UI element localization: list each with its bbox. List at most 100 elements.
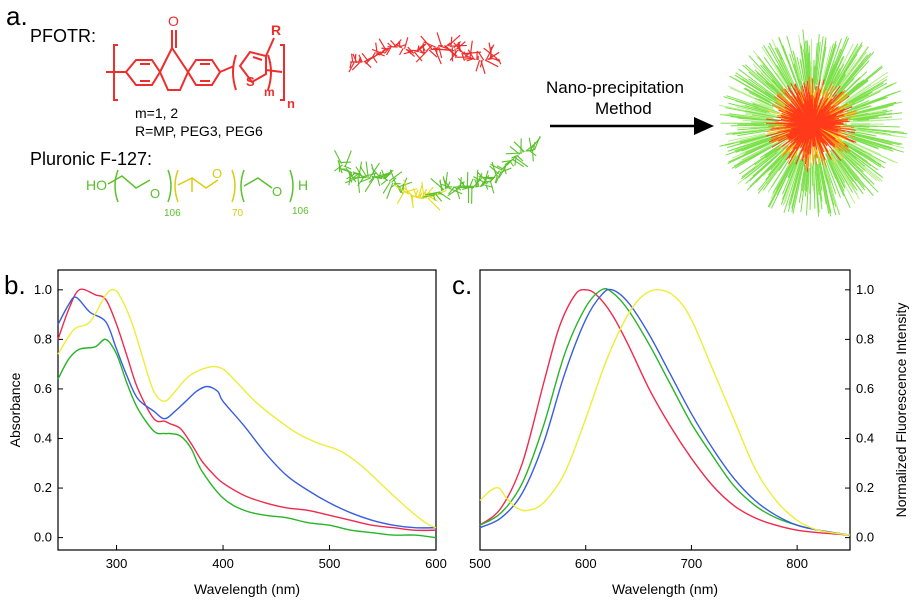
micelle-shell-strand — [768, 151, 789, 176]
chain-stroke — [403, 50, 413, 55]
chain-stroke — [494, 175, 499, 184]
chain-stroke — [359, 177, 371, 183]
chain-stroke — [481, 180, 492, 184]
micelle-core-strand — [783, 123, 812, 126]
micelle-shell-strand — [752, 90, 772, 102]
micelle-shell-strand — [776, 155, 797, 196]
micelle-shell-strand — [732, 131, 779, 144]
micelle-shell-strand — [744, 64, 778, 94]
micelle-shell-strand — [821, 38, 843, 94]
micelle-shell-strand — [846, 106, 889, 117]
chain-stroke — [509, 161, 515, 167]
chart-c-plot: 500 600 700 800 0.0 0.2 0.4 0.6 0.8 1.0 — [469, 282, 874, 571]
micelle-shell-strand — [766, 150, 787, 173]
thiophene-sulfur: S — [246, 74, 255, 89]
micelle-shell-strand — [757, 160, 783, 191]
pfotr-label: PFOTR: — [30, 26, 96, 46]
micelle-shell-strand — [735, 106, 776, 117]
micelle-shell-strand — [832, 46, 859, 89]
micelle-shell-strand — [793, 58, 801, 80]
micelle-shell-strand — [815, 161, 823, 210]
chain-stroke — [505, 152, 523, 155]
micelle-shell-strand — [822, 169, 827, 183]
micelle-shell-strand — [822, 64, 835, 95]
micelle-shell-strand — [728, 127, 779, 134]
micelle-shell-strand — [853, 116, 893, 121]
panel-b-label: b. — [4, 270, 26, 300]
micelle-shell-strand — [805, 64, 808, 79]
chain-stroke — [365, 161, 369, 178]
chain-stroke — [531, 149, 534, 162]
pluronic-ho: HO — [86, 177, 107, 193]
micelle-shell-strand — [766, 157, 787, 185]
chain-stroke — [348, 62, 355, 73]
micelle-illustration — [718, 29, 908, 217]
chain-stroke — [498, 58, 502, 65]
micelle-core-strand — [807, 112, 812, 122]
micelle-shell-strand — [833, 163, 856, 204]
chain-stroke — [364, 61, 372, 69]
substituent-r: R — [271, 22, 281, 38]
micelle-shell-strand — [754, 148, 777, 166]
chain-stroke — [483, 47, 498, 60]
chain-stroke — [514, 156, 517, 166]
chain-stroke — [381, 47, 387, 50]
micelle-shell-strand — [846, 116, 875, 121]
chain-stroke — [390, 40, 397, 48]
micelle-shell-strand — [826, 66, 838, 91]
micelle-shell-strand — [841, 146, 857, 159]
micelle-shell-strand — [812, 59, 815, 84]
chain-stroke — [474, 178, 479, 188]
chain-stroke — [511, 154, 519, 159]
chain-stroke — [534, 135, 541, 150]
micelle-shell-strand — [838, 145, 881, 182]
micelle-shell-strand — [820, 170, 830, 214]
micelle-shell-strand — [816, 41, 827, 92]
micelle-shell-strand — [774, 47, 797, 92]
micelle-shell-strand — [840, 144, 864, 164]
micelle-shell-strand — [744, 87, 771, 102]
chain-stroke — [352, 53, 358, 64]
micelle-shell-strand — [800, 45, 808, 86]
micelle-shell-strand — [759, 103, 775, 111]
chain-stroke — [427, 197, 441, 211]
micelle-core-strand — [813, 119, 825, 124]
micelle-shell-strand — [756, 55, 785, 91]
micelle-shell-strand — [816, 36, 824, 86]
chart-c-xlabel: Wavelength (nm) — [612, 581, 718, 597]
micelle-shell-strand — [737, 130, 767, 137]
chain-stroke — [420, 35, 433, 50]
micelle-core-strand — [812, 104, 818, 120]
micelle-shell-strand — [750, 100, 770, 109]
micelle-shell-strand — [825, 73, 837, 95]
micelle-shell-strand — [735, 72, 785, 106]
chart-b-ylabel: Absorbance — [7, 372, 23, 447]
chain-stroke — [453, 42, 465, 56]
chain-stroke — [476, 177, 480, 188]
chain-stroke — [432, 195, 436, 201]
micelle-shell-strand — [846, 128, 891, 135]
chain-stroke — [449, 49, 459, 61]
micelle-core-strand — [790, 124, 811, 134]
micelle-shell-strand — [781, 59, 795, 86]
micelle-shell-strand — [772, 159, 793, 194]
chain-stroke — [371, 175, 383, 180]
micelle-shell-strand — [837, 138, 876, 162]
chain-stroke — [358, 58, 362, 63]
micelle-shell-strand — [846, 71, 889, 101]
micelle-shell-strand — [837, 139, 885, 169]
micelle-shell-strand — [828, 37, 850, 85]
chain-stroke — [422, 45, 426, 52]
micelle-shell-strand — [849, 136, 894, 152]
micelle-shell-strand — [849, 144, 882, 163]
chain-stroke — [490, 163, 503, 171]
micelle-shell-strand — [742, 119, 776, 123]
micelle-core-strand — [811, 125, 818, 150]
micelle-shell-strand — [763, 56, 790, 93]
chain-stroke — [528, 137, 532, 150]
micelle-shell-strand — [822, 43, 834, 85]
micelle-core-strand — [813, 128, 825, 153]
chain-stroke — [403, 37, 409, 49]
chain-stroke — [430, 178, 445, 191]
micelle-shell-strand — [752, 102, 780, 114]
